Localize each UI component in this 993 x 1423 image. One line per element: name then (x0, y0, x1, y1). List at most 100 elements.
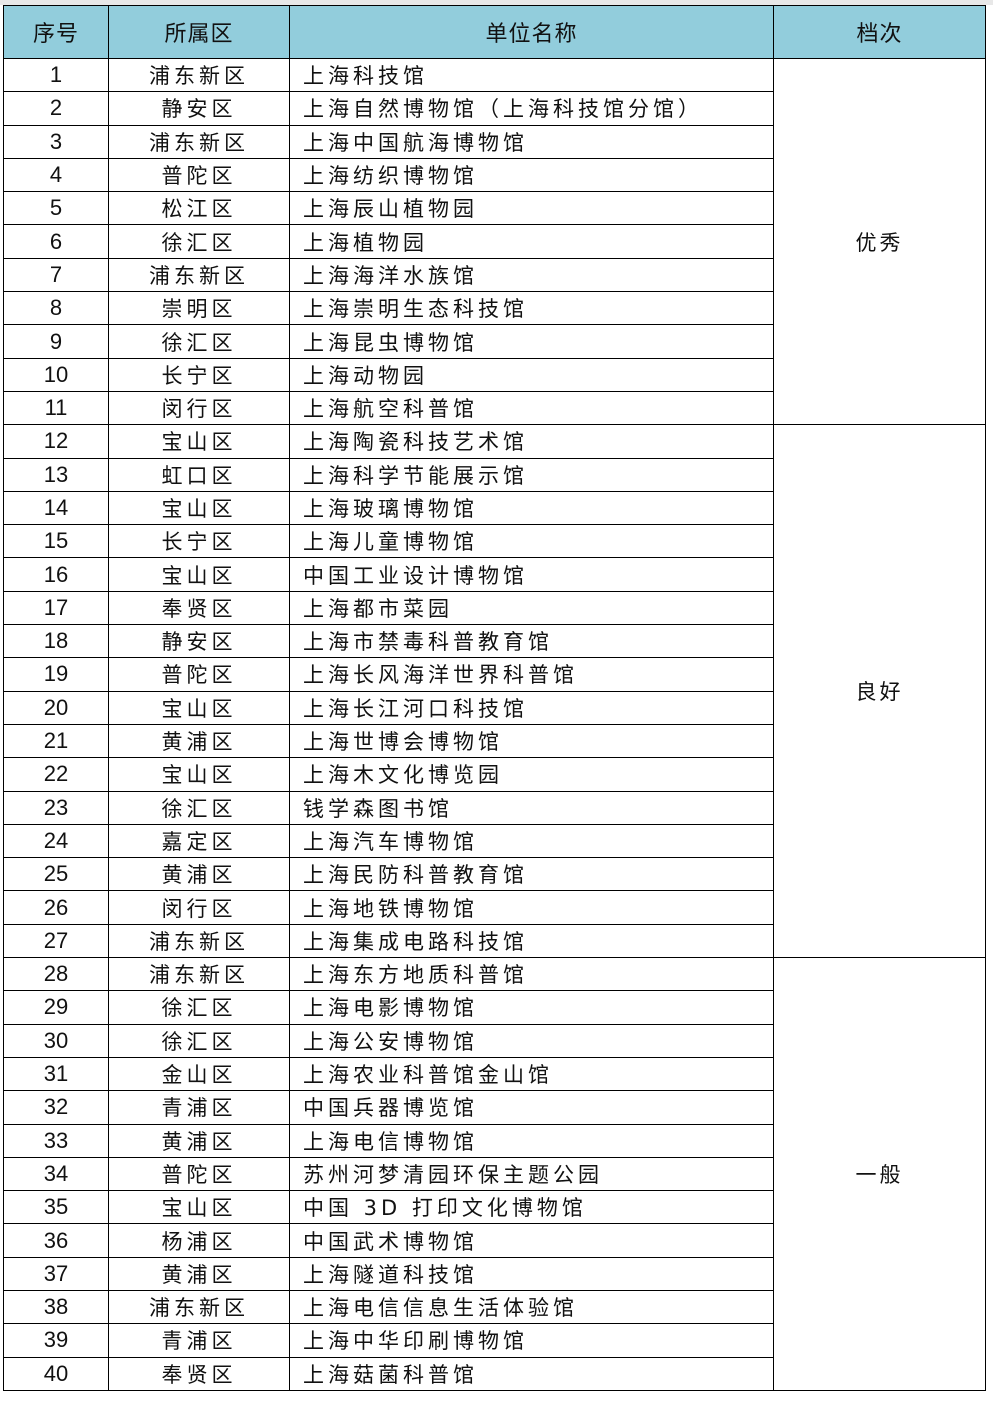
row-district: 浦东新区 (108, 257, 290, 293)
row-district: 宝山区 (108, 757, 290, 792)
row-unit-name: 上海长江河口科技馆 (289, 690, 774, 725)
header-row: 序号 所属区 单位名称 档次 (3, 5, 986, 59)
row-district: 浦东新区 (108, 124, 290, 159)
row-district: 奉贤区 (108, 1356, 290, 1391)
row-unit-name: 上海长风海洋世界科普馆 (289, 657, 774, 692)
table-row: 26 闵行区 上海地铁博物馆 (3, 890, 986, 925)
row-district: 黄浦区 (108, 1256, 290, 1291)
row-unit-name: 钱学森图书馆 (289, 790, 774, 825)
row-unit-name: 上海公安博物馆 (289, 1023, 774, 1058)
row-index: 29 (3, 990, 109, 1025)
table-row: 9 徐汇区 上海昆虫博物馆 (3, 324, 986, 359)
row-index: 20 (3, 690, 109, 725)
row-index: 37 (3, 1256, 109, 1291)
row-unit-name: 上海农业科普馆金山馆 (289, 1056, 774, 1092)
row-index: 28 (3, 957, 109, 992)
table-row: 11 闵行区 上海航空科普馆 (3, 390, 986, 426)
row-index: 3 (3, 124, 109, 159)
row-district: 普陀区 (108, 657, 290, 692)
row-unit-name: 中国工业设计博物馆 (289, 557, 774, 592)
row-district: 浦东新区 (108, 923, 290, 959)
table-row: 40 奉贤区 上海菇菌科普馆 (3, 1356, 986, 1391)
table-row: 38 浦东新区 上海电信信息生活体验馆 (3, 1289, 986, 1325)
row-unit-name: 上海昆虫博物馆 (289, 324, 774, 359)
table-row: 33 黄浦区 上海电信博物馆 (3, 1123, 986, 1158)
row-index: 21 (3, 723, 109, 759)
row-unit-name: 上海中国航海博物馆 (289, 124, 774, 159)
row-district: 徐汇区 (108, 224, 290, 259)
row-unit-name: 上海崇明生态科技馆 (289, 291, 774, 326)
row-index: 34 (3, 1156, 109, 1192)
table-row: 12 宝山区 上海陶瓷科技艺术馆 良好 (3, 424, 986, 959)
row-unit-name: 上海植物园 (289, 224, 774, 259)
row-index: 12 (3, 424, 109, 459)
row-unit-name: 上海隧道科技馆 (289, 1256, 774, 1291)
table-row: 34 普陀区 苏州河梦清园环保主题公园 (3, 1156, 986, 1192)
table-row: 7 浦东新区 上海海洋水族馆 (3, 257, 986, 293)
row-index: 2 (3, 91, 109, 126)
row-unit-name: 上海航空科普馆 (289, 390, 774, 426)
row-district: 长宁区 (108, 524, 290, 559)
header-tier: 档次 (773, 5, 986, 59)
row-index: 9 (3, 324, 109, 359)
table-row: 28 浦东新区 上海东方地质科普馆 一般 (3, 957, 986, 1391)
row-unit-name: 中国兵器博览馆 (289, 1090, 774, 1125)
table-row: 3 浦东新区 上海中国航海博物馆 (3, 124, 986, 159)
row-district: 黄浦区 (108, 723, 290, 759)
row-unit-name: 上海地铁博物馆 (289, 890, 774, 925)
row-district: 徐汇区 (108, 790, 290, 825)
table-row: 35 宝山区 中国 3D 打印文化博物馆 (3, 1190, 986, 1225)
row-unit-name: 上海都市菜园 (289, 590, 774, 626)
row-index: 8 (3, 291, 109, 326)
row-unit-name: 上海汽车博物馆 (289, 823, 774, 859)
row-district: 宝山区 (108, 490, 290, 526)
row-district: 静安区 (108, 624, 290, 659)
table-row: 10 长宁区 上海动物园 (3, 357, 986, 392)
tier-cell: 一般 (773, 957, 986, 1391)
row-index: 18 (3, 624, 109, 659)
table-row: 30 徐汇区 上海公安博物馆 (3, 1023, 986, 1058)
row-district: 闵行区 (108, 390, 290, 426)
row-index: 27 (3, 923, 109, 959)
table-row: 5 松江区 上海辰山植物园 (3, 191, 986, 226)
table-row: 29 徐汇区 上海电影博物馆 (3, 990, 986, 1025)
row-district: 黄浦区 (108, 1123, 290, 1158)
row-district: 徐汇区 (108, 1023, 290, 1058)
row-index: 17 (3, 590, 109, 626)
table-row: 21 黄浦区 上海世博会博物馆 (3, 723, 986, 759)
table-row: 1 浦东新区 上海科技馆 优秀 (3, 57, 986, 426)
row-district: 闵行区 (108, 890, 290, 925)
row-unit-name: 上海木文化博览园 (289, 757, 774, 792)
row-unit-name: 上海中华印刷博物馆 (289, 1323, 774, 1358)
row-unit-name: 上海动物园 (289, 357, 774, 392)
row-index: 30 (3, 1023, 109, 1058)
row-index: 31 (3, 1056, 109, 1092)
row-unit-name: 上海辰山植物园 (289, 191, 774, 226)
row-district: 徐汇区 (108, 990, 290, 1025)
table-row: 32 青浦区 中国兵器博览馆 (3, 1090, 986, 1125)
table-row: 36 杨浦区 中国武术博物馆 (3, 1223, 986, 1258)
row-index: 24 (3, 823, 109, 859)
row-district: 金山区 (108, 1056, 290, 1092)
row-index: 14 (3, 490, 109, 526)
row-index: 33 (3, 1123, 109, 1158)
table-row: 23 徐汇区 钱学森图书馆 (3, 790, 986, 825)
table-row: 6 徐汇区 上海植物园 (3, 224, 986, 259)
table-row: 20 宝山区 上海长江河口科技馆 (3, 690, 986, 725)
table-row: 25 黄浦区 上海民防科普教育馆 (3, 857, 986, 892)
row-unit-name: 上海儿童博物馆 (289, 524, 774, 559)
table-row: 13 虹口区 上海科学节能展示馆 (3, 457, 986, 492)
row-index: 19 (3, 657, 109, 692)
table-row: 24 嘉定区 上海汽车博物馆 (3, 823, 986, 859)
row-district: 宝山区 (108, 557, 290, 592)
row-district: 长宁区 (108, 357, 290, 392)
row-index: 4 (3, 157, 109, 193)
row-district: 宝山区 (108, 424, 290, 459)
row-district: 浦东新区 (108, 1289, 290, 1325)
header-index: 序号 (3, 5, 109, 59)
row-unit-name: 上海世博会博物馆 (289, 723, 774, 759)
tier-cell: 优秀 (773, 57, 986, 426)
row-district: 徐汇区 (108, 324, 290, 359)
row-unit-name: 上海陶瓷科技艺术馆 (289, 424, 774, 459)
row-unit-name: 上海自然博物馆（上海科技馆分馆） (289, 91, 774, 126)
